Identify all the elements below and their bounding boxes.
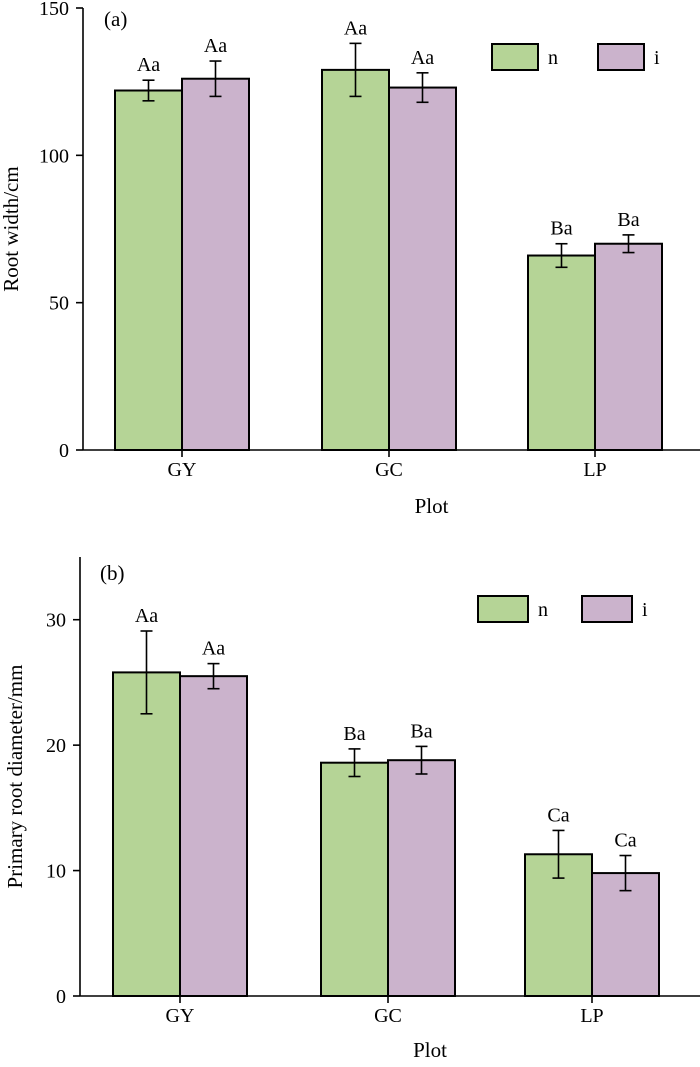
panel-a-significance-label: Aa bbox=[137, 54, 160, 76]
panel-a-bar-n-lp bbox=[527, 254, 596, 451]
panel-a-y-tick-label: 100 bbox=[39, 145, 69, 167]
panel-a-x-tick-label-gc: GC bbox=[375, 459, 403, 481]
panel-b-bar-n-gc bbox=[320, 761, 389, 998]
panel-a-label: (a) bbox=[104, 7, 127, 31]
panel-a-legend-swatch-i bbox=[597, 43, 645, 71]
panel-b-x-tick-label-gc: GC bbox=[374, 1005, 402, 1027]
panel-b-y-tick-label: 20 bbox=[46, 735, 66, 757]
panel-b-bar-i-lp bbox=[591, 872, 660, 998]
panel-b-x-tick-label-lp: LP bbox=[580, 1005, 603, 1027]
panel-a-significance-label: Ba bbox=[550, 218, 572, 240]
panel-a-y-tick-label: 50 bbox=[49, 293, 69, 315]
panel-b-significance-label: Aa bbox=[202, 638, 225, 660]
panel-b-bar-i-gy bbox=[179, 675, 248, 998]
panel-b-legend-label-n: n bbox=[538, 599, 548, 621]
panel-a-x-axis-title: Plot bbox=[415, 494, 449, 518]
panel-b-x-tick-label-gy: GY bbox=[166, 1005, 195, 1027]
panel-a-significance-label: Aa bbox=[204, 35, 227, 57]
panel-a-legend-label-i: i bbox=[654, 47, 660, 69]
panel-b-significance-label: Ba bbox=[343, 723, 365, 745]
panel-b-legend-swatch-n bbox=[477, 595, 529, 623]
panel-a-bar-i-lp bbox=[594, 242, 663, 451]
panel-a-bar-i-gy bbox=[181, 77, 250, 451]
panel-a-significance-label: Aa bbox=[344, 17, 367, 39]
panel-b-legend-label-i: i bbox=[642, 599, 648, 621]
panel-a-x-tick-label-lp: LP bbox=[583, 459, 606, 481]
panel-b-x-axis-title: Plot bbox=[413, 1038, 447, 1062]
panel-b-bar-i-gc bbox=[387, 759, 456, 997]
panel-b-y-axis-title: Primary root diameter/mm bbox=[3, 665, 27, 889]
panel-a-significance-label: Ba bbox=[617, 209, 639, 231]
panel-b-y-tick-label: 10 bbox=[46, 861, 66, 883]
panel-a-bar-i-gc bbox=[388, 86, 457, 451]
panel-a-legend-label-n: n bbox=[548, 47, 558, 69]
panel-a-y-axis-title: Root width/cm bbox=[0, 166, 23, 291]
panel-a-bar-n-gc bbox=[321, 68, 390, 451]
panel-a-x-tick-label-gy: GY bbox=[168, 459, 197, 481]
panel-b-significance-label: Aa bbox=[135, 605, 158, 627]
panel-b-y-tick-label: 30 bbox=[46, 610, 66, 632]
panel-a-legend-swatch-n bbox=[491, 43, 539, 71]
panel-a-significance-label: Aa bbox=[411, 47, 434, 69]
panel-a-bar-n-gy bbox=[114, 89, 183, 452]
panel-b-label: (b) bbox=[100, 561, 125, 585]
panel-b-significance-label: Ca bbox=[547, 804, 569, 826]
panel-b-bar-n-gy bbox=[112, 671, 181, 997]
panel-b-significance-label: Ba bbox=[410, 720, 432, 742]
panel-b-significance-label: Ca bbox=[614, 830, 636, 852]
panel-a-y-tick-label: 150 bbox=[39, 0, 69, 20]
panel-b-legend-swatch-i bbox=[581, 595, 633, 623]
panel-b-y-tick-label: 0 bbox=[56, 986, 66, 1008]
panel-a-y-tick-label: 0 bbox=[59, 440, 69, 462]
